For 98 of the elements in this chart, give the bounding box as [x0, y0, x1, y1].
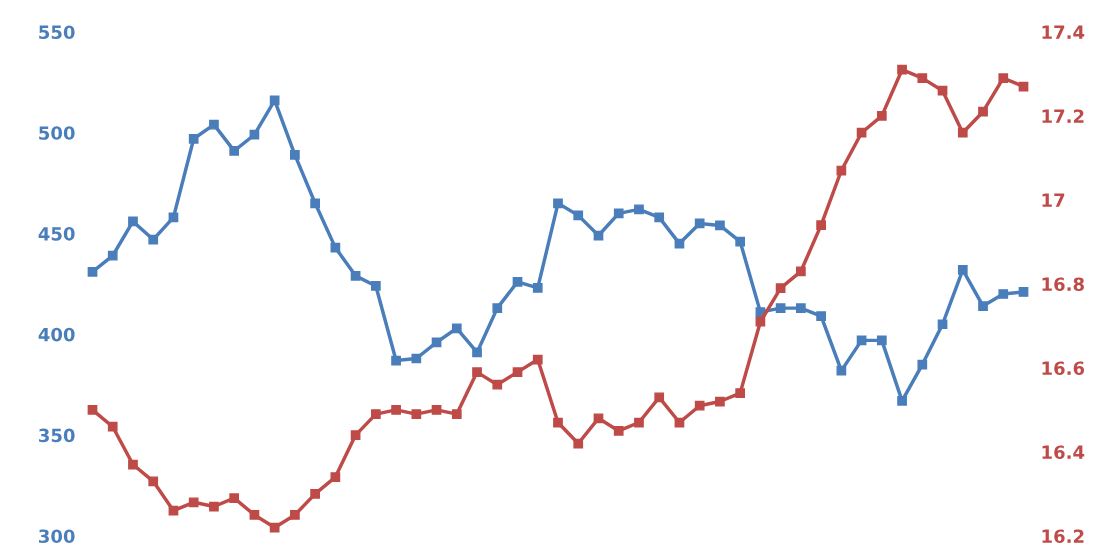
point: [391, 355, 401, 366]
point: [876, 335, 887, 346]
point: [269, 95, 280, 106]
point: [431, 405, 442, 415]
y2-tick-label: 17: [1042, 193, 1065, 207]
y2-tick-label: 17.4: [1042, 25, 1085, 39]
point: [87, 266, 98, 277]
point: [796, 266, 806, 277]
point: [735, 236, 746, 247]
point: [957, 264, 968, 275]
point: [613, 208, 624, 219]
point: [634, 204, 644, 215]
point: [370, 281, 381, 291]
point: [370, 409, 381, 419]
point: [330, 472, 341, 482]
point: [512, 367, 523, 377]
point: [492, 379, 503, 390]
point: [87, 405, 98, 415]
point: [249, 129, 260, 140]
point: [107, 421, 118, 432]
point: [654, 392, 665, 403]
point: [897, 64, 907, 75]
point: [715, 220, 725, 231]
y2-tick-label: 16.6: [1042, 361, 1085, 376]
point: [735, 388, 746, 398]
y2-tick-label: 16.2: [1042, 529, 1084, 544]
point: [917, 73, 928, 83]
point: [836, 365, 847, 376]
point: [128, 459, 138, 470]
point: [978, 106, 988, 117]
point: [755, 316, 766, 327]
y-tick-label: 550: [39, 25, 75, 40]
point: [593, 413, 604, 424]
point: [148, 476, 159, 487]
point: [775, 283, 786, 293]
point: [715, 396, 725, 407]
point: [897, 395, 907, 406]
y2-tick-label: 17.2: [1042, 109, 1084, 123]
point: [613, 426, 624, 436]
y-tick-label: 300: [39, 529, 75, 544]
point: [816, 220, 826, 230]
point: [796, 303, 806, 313]
point: [451, 323, 462, 334]
y2-tick-label: 16.4: [1042, 445, 1085, 460]
point: [694, 400, 705, 411]
point: [634, 417, 644, 428]
point: [876, 111, 887, 121]
point: [937, 85, 948, 96]
point: [350, 430, 361, 440]
point: [532, 354, 543, 365]
point: [694, 218, 705, 229]
point: [553, 198, 563, 209]
point: [310, 198, 320, 209]
point: [411, 409, 422, 419]
point: [917, 359, 928, 370]
point: [573, 210, 584, 221]
point: [209, 119, 219, 130]
y2-tick-label: 16.8: [1042, 277, 1084, 292]
point: [168, 505, 179, 516]
point: [229, 146, 240, 156]
y-tick-label: 400: [38, 327, 75, 342]
point: [1018, 287, 1029, 297]
point: [553, 417, 563, 428]
y-tick-label: 450: [38, 226, 75, 241]
point: [188, 133, 199, 144]
point: [512, 277, 523, 287]
point: [391, 405, 401, 415]
point: [532, 283, 543, 293]
point: [573, 438, 584, 449]
point: [998, 73, 1009, 83]
y-tick-label: 350: [39, 428, 75, 443]
point: [350, 270, 361, 281]
point: [249, 510, 260, 520]
point: [411, 353, 422, 364]
point: [128, 216, 138, 227]
point: [937, 319, 948, 330]
point: [978, 301, 988, 311]
point: [836, 165, 847, 176]
point: [472, 347, 482, 358]
point: [451, 409, 462, 419]
point: [856, 127, 867, 138]
point: [310, 489, 320, 499]
point: [209, 501, 219, 512]
point: [816, 311, 826, 322]
y-tick-label: 500: [39, 126, 75, 140]
point: [492, 303, 503, 313]
point: [269, 522, 280, 533]
point: [148, 234, 159, 245]
point: [775, 303, 786, 313]
point: [188, 497, 199, 508]
point: [472, 367, 482, 377]
point: [654, 212, 665, 223]
point: [290, 510, 300, 520]
point: [107, 250, 118, 261]
point: [957, 127, 968, 138]
point: [998, 289, 1009, 299]
point: [229, 493, 240, 503]
point: [290, 150, 300, 160]
